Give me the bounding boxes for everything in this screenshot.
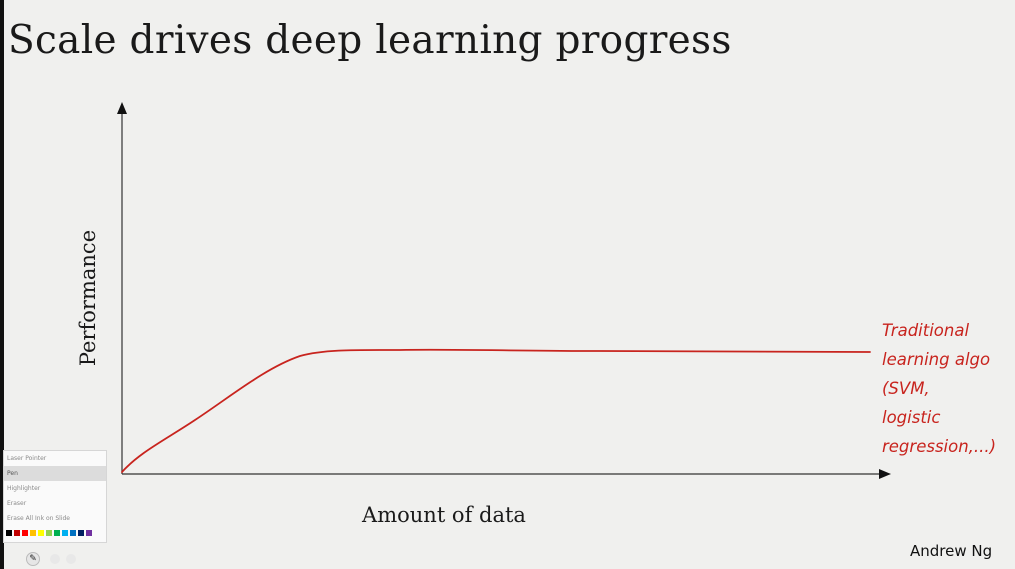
color-swatch[interactable] [22,530,28,536]
annotation-line: regression,...) [882,437,997,456]
menu-item-laser-pointer[interactable]: Laser Pointer [7,455,47,462]
slide-title: Scale drives deep learning progress [8,18,732,63]
color-swatch[interactable] [6,530,12,536]
menu-item-eraser[interactable]: Eraser [7,500,27,507]
author-credit: Andrew Ng [910,542,993,560]
menu-item-highlighter[interactable]: Highlighter [7,485,41,492]
color-swatch[interactable] [14,530,20,536]
traditional-algo-curve [121,348,871,473]
pen-options-menu: Laser Pointer Pen Highlighter Eraser Era… [3,450,107,543]
annotation-line: (SVM, [882,379,930,398]
pen-icon[interactable]: ✎ [26,552,40,566]
color-swatch[interactable] [30,530,36,536]
menu-item-erase-all-ink[interactable]: Erase All Ink on Slide [7,515,70,522]
color-swatch[interactable] [38,530,44,536]
annotation-line: Traditional [882,321,970,340]
toolbar-faint-icon[interactable] [50,554,60,564]
color-swatch[interactable] [46,530,52,536]
annotation-line: learning algo [882,350,991,369]
color-swatch[interactable] [78,530,84,536]
ink-color-palette [6,530,92,536]
handwritten-annotation: Traditional learning algo (SVM, logistic… [882,316,996,461]
color-swatch[interactable] [54,530,60,536]
menu-item-pen[interactable]: Pen [4,466,106,481]
color-swatch[interactable] [70,530,76,536]
annotation-line: logistic [882,408,941,427]
color-swatch[interactable] [86,530,92,536]
left-edge-bar [0,0,4,569]
y-axis-arrow-icon [117,102,127,114]
y-axis-label: Performance [76,229,100,367]
toolbar-faint-icon[interactable] [66,554,76,564]
x-axis-label: Amount of data [362,503,526,527]
color-swatch[interactable] [62,530,68,536]
x-axis-arrow-icon [879,469,891,479]
